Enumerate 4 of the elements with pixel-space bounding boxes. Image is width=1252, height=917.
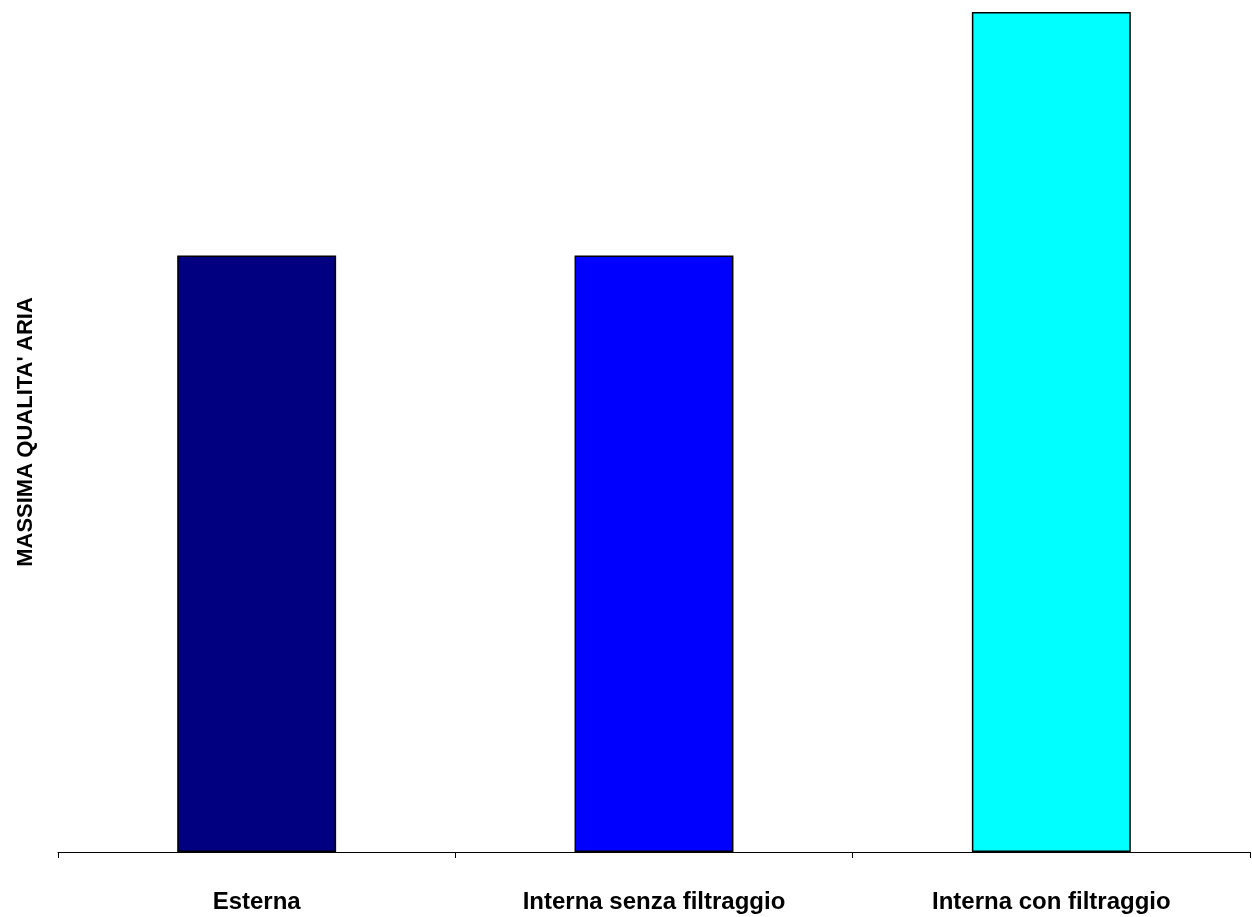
x-tick-label: Interna con filtraggio [931, 886, 1171, 914]
x-tick-label: Interna senza filtraggio [522, 886, 786, 914]
x-tick-label: Esterna [212, 886, 302, 914]
y-axis-title: MASSIMA QUALITA' ARIA [11, 297, 37, 567]
